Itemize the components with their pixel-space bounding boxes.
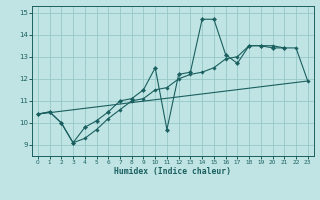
X-axis label: Humidex (Indice chaleur): Humidex (Indice chaleur) bbox=[114, 167, 231, 176]
